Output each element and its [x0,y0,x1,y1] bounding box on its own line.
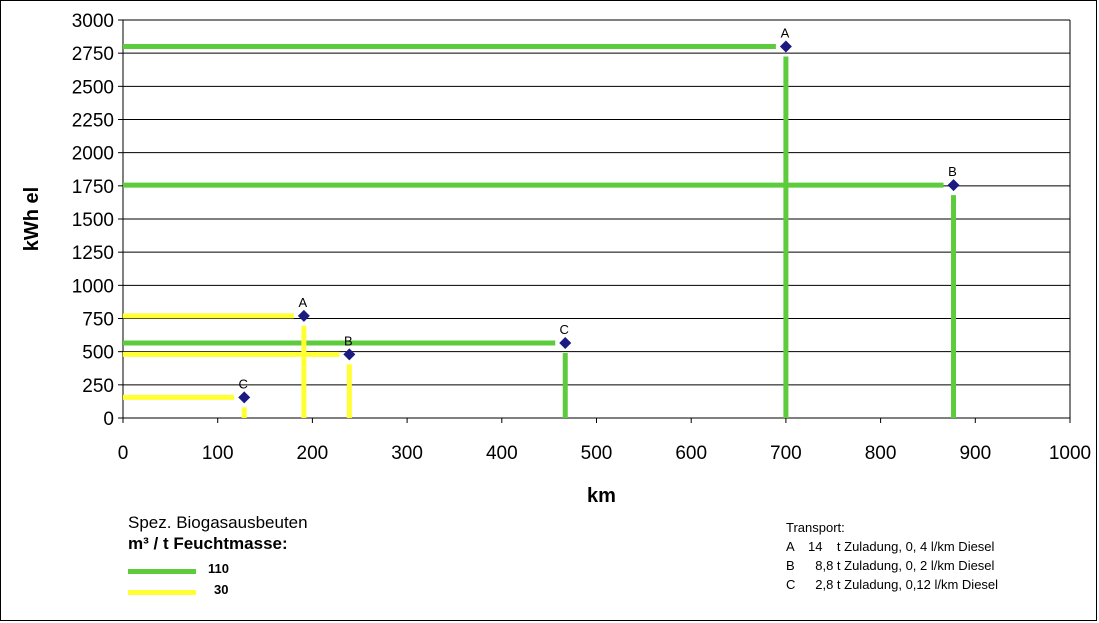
y-tick-label: 2500 [72,77,114,98]
transport-text: 14 t Zuladung, 0, 4 l/km Diesel [808,539,995,554]
y-tick-label: 250 [82,376,114,397]
legend: Spez. Biogasausbeuten m³ / t Feuchtmasse… [128,513,428,603]
y-tick-label: 2000 [72,144,114,165]
legend-label: 30 [214,582,229,597]
legend-label: 110 [208,561,229,576]
transport-key-label: C [786,577,796,592]
x-tick-label: 500 [581,443,613,464]
y-axis-title: kWh el [21,187,43,251]
x-tick-label: 900 [959,443,991,464]
y-tick-label: 750 [82,310,114,331]
data-point-label: A [781,26,790,41]
transport-key-label: A [786,539,795,554]
x-tick-label: 1000 [1049,443,1091,464]
x-tick-label: 0 [118,443,129,464]
transport-row-a: A 14 t Zuladung, 0, 4 l/km Diesel [786,537,1086,556]
transport-text: 2,8 t Zuladung, 0,12 l/km Diesel [808,577,999,592]
legend-item-110: 110 [128,561,428,582]
transport-key: Transport: A 14 t Zuladung, 0, 4 l/km Die… [786,518,1086,594]
data-point-label: B [344,333,353,348]
data-point-marker [297,309,310,322]
y-tick-label: 500 [82,343,114,364]
legend-swatch-green [128,569,196,574]
y-tick-label: 1250 [72,243,114,264]
data-point-marker [559,337,572,350]
x-tick-label: 100 [202,443,234,464]
data-point-marker [238,391,251,404]
y-tick-label: 2250 [72,111,114,132]
x-tick-label: 300 [391,443,423,464]
data-point-marker [779,40,792,53]
data-point-label: A [299,295,308,310]
data-point-marker [343,348,356,361]
y-tick-label: 0 [103,409,114,430]
x-tick-label: 700 [770,443,802,464]
legend-title-line2: m³ / t Feuchtmasse: [128,534,288,553]
legend-title-line1: Spez. Biogasausbeuten [128,513,308,532]
transport-text: 8,8 t Zuladung, 0, 2 l/km Diesel [808,558,995,573]
x-tick-label: 400 [486,443,518,464]
y-tick-label: 3000 [72,11,114,32]
x-tick-label: 200 [297,443,329,464]
transport-title: Transport: [786,520,845,535]
transport-key-label: B [786,558,795,573]
legend-swatch-yellow [128,590,196,595]
legend-item-30: 30 [128,582,428,603]
y-tick-label: 1000 [72,276,114,297]
data-point-label: B [948,164,957,179]
y-tick-label: 2750 [72,44,114,65]
x-tick-label: 600 [675,443,707,464]
data-point-label: C [239,376,248,391]
y-tick-label: 1500 [72,210,114,231]
data-point-label: C [560,322,569,337]
x-tick-label: 800 [865,443,897,464]
data-point-marker [947,179,960,192]
transport-row-b: B 8,8 t Zuladung, 0, 2 l/km Diesel [786,556,1086,575]
x-axis-title: km [587,485,616,507]
y-tick-label: 1750 [72,177,114,198]
transport-row-c: C 2,8 t Zuladung, 0,12 l/km Diesel [786,575,1086,594]
chart-plot: 0250500750100012501500175020002250250027… [21,11,1091,507]
